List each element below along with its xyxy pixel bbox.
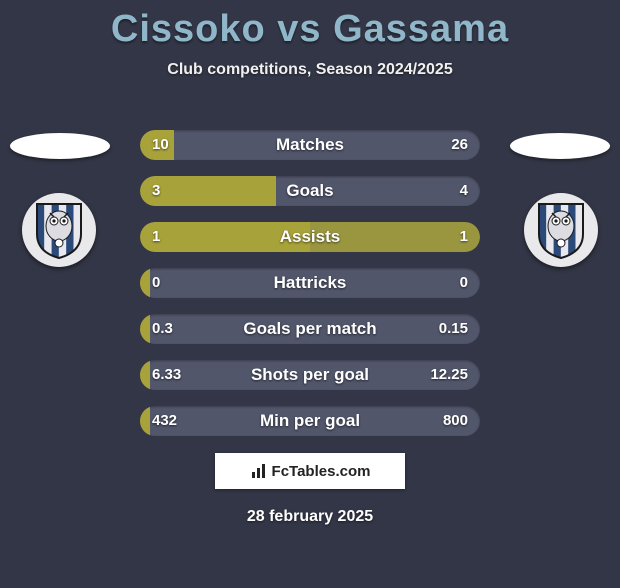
site-logo[interactable]: FcTables.com bbox=[215, 453, 405, 489]
bar-fill-left bbox=[140, 268, 150, 298]
bar-fill-left bbox=[140, 314, 150, 344]
bar-track bbox=[140, 406, 480, 436]
subtitle: Club competitions, Season 2024/2025 bbox=[0, 61, 620, 79]
stat-row: Shots per goal6.3312.25 bbox=[140, 360, 480, 390]
bar-fill-right bbox=[310, 222, 480, 252]
bar-track bbox=[140, 360, 480, 390]
club-badge-right bbox=[524, 193, 598, 267]
flag-right-placeholder bbox=[510, 133, 610, 159]
footer-date: 28 february 2025 bbox=[0, 508, 620, 526]
owl-crest-icon bbox=[531, 200, 591, 260]
bar-fill-left bbox=[140, 406, 150, 436]
bar-fill-left bbox=[140, 222, 310, 252]
stat-row: Min per goal432800 bbox=[140, 406, 480, 436]
stat-row: Matches1026 bbox=[140, 130, 480, 160]
club-badge-left bbox=[22, 193, 96, 267]
flag-left-placeholder bbox=[10, 133, 110, 159]
bar-track bbox=[140, 130, 480, 160]
stat-row: Hattricks00 bbox=[140, 268, 480, 298]
bar-track bbox=[140, 176, 480, 206]
stat-row: Goals per match0.30.15 bbox=[140, 314, 480, 344]
bar-track bbox=[140, 268, 480, 298]
bar-fill-left bbox=[140, 130, 174, 160]
comparison-bars: Matches1026 Goals34 Assists11 Hattricks00 Go… bbox=[140, 130, 480, 452]
stat-row: Assists11 bbox=[140, 222, 480, 252]
bar-fill-left bbox=[140, 176, 276, 206]
stat-row: Goals34 bbox=[140, 176, 480, 206]
bar-chart-icon bbox=[250, 462, 268, 480]
bar-track bbox=[140, 314, 480, 344]
bar-track bbox=[140, 222, 480, 252]
page-title: Cissoko vs Gassama bbox=[0, 8, 620, 51]
bar-fill-left bbox=[140, 360, 150, 390]
owl-crest-icon bbox=[29, 200, 89, 260]
site-name: FcTables.com bbox=[272, 463, 371, 480]
